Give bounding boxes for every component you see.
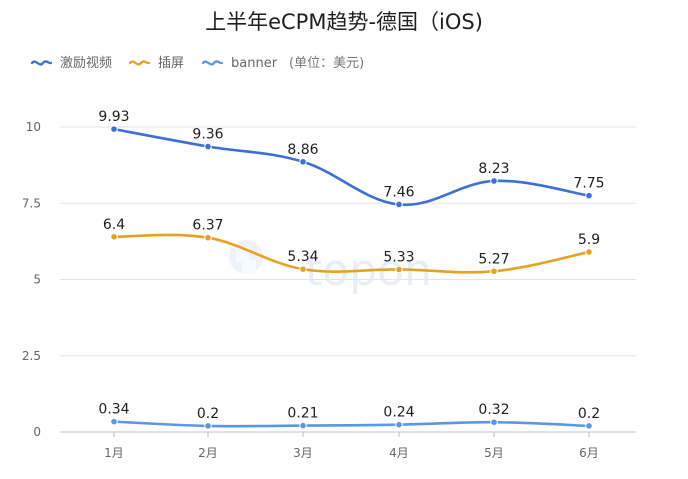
data-point-banner-3[interactable] (395, 420, 403, 429)
x-tick-label-2: 3月 (293, 446, 313, 460)
data-point-incentive-video-1[interactable] (204, 142, 212, 151)
series-line-interstitial (112, 233, 591, 274)
chart-grid (60, 126, 636, 357)
data-label-banner-3: 0.24 (383, 405, 414, 421)
series-line-banner (112, 420, 591, 428)
legend-interstitial-icon (128, 60, 151, 66)
x-axis: 1月 2月 3月 4月 5月 6月 (60, 431, 636, 460)
data-point-banner-5[interactable] (585, 422, 593, 430)
legend-banner-label: banner (231, 56, 278, 71)
data-point-banner-4[interactable] (490, 418, 498, 427)
data-point-incentive-video-5[interactable] (585, 191, 593, 200)
x-tick-label-5: 6月 (579, 446, 599, 460)
data-label-interstitial-4: 5.27 (478, 251, 509, 267)
data-point-banner-0[interactable] (110, 417, 118, 426)
legend-interstitial-label: 插屏 (158, 56, 184, 71)
unit-note: (单位：美元) (289, 56, 364, 71)
data-point-incentive-video-4[interactable] (490, 177, 498, 185)
data-label-incentive-video-1: 9.36 (192, 127, 223, 143)
legend-banner-icon (201, 60, 224, 66)
legend-item-banner[interactable]: banner (201, 56, 278, 71)
legend-incentive-video-label: 激励视频 (60, 56, 112, 71)
legend-item-incentive-video[interactable]: 激励视频 (30, 56, 112, 71)
y-tick-label-4: 10 (26, 120, 41, 134)
data-label-interstitial-1: 6.37 (192, 218, 223, 234)
data-label-interstitial-0: 6.4 (103, 217, 125, 233)
data-point-interstitial-0[interactable] (110, 233, 118, 241)
y-axis: 0 2.5 5 7.5 10 (22, 120, 41, 439)
x-tick-label-3: 4月 (389, 446, 409, 460)
series-layer (110, 125, 593, 430)
data-labels: 9.93 9.36 8.86 7.46 8.23 7.75 6.4 6.37 5.34 5.33 5… (98, 109, 604, 422)
data-point-incentive-video-2[interactable] (299, 157, 307, 166)
y-tick-label-3: 7.5 (22, 196, 41, 210)
data-label-incentive-video-4: 8.23 (478, 161, 509, 177)
chart-legend: 激励视频 插屏 banner (单位：美元) (30, 56, 364, 71)
data-label-banner-0: 0.34 (98, 402, 129, 418)
data-label-interstitial-5: 5.9 (578, 232, 600, 248)
data-label-banner-4: 0.32 (478, 402, 509, 418)
data-point-incentive-video-3[interactable] (395, 200, 403, 209)
data-point-incentive-video-0[interactable] (110, 125, 118, 133)
x-tick-label-0: 1月 (104, 446, 124, 460)
series-line-incentive-video (112, 127, 591, 207)
data-point-interstitial-2[interactable] (299, 265, 307, 273)
data-label-incentive-video-0: 9.93 (98, 109, 129, 125)
data-label-incentive-video-2: 8.86 (287, 142, 318, 158)
data-point-interstitial-3[interactable] (395, 265, 403, 274)
data-point-banner-1[interactable] (204, 422, 212, 430)
data-label-interstitial-2: 5.34 (287, 249, 318, 265)
data-label-banner-1: 0.2 (197, 406, 219, 422)
data-label-interstitial-3: 5.33 (383, 249, 414, 265)
x-tick-label-1: 2月 (198, 446, 218, 460)
legend-item-interstitial[interactable]: 插屏 (128, 56, 184, 71)
data-point-interstitial-4[interactable] (490, 267, 498, 276)
y-tick-label-2: 5 (33, 273, 41, 287)
data-label-banner-2: 0.21 (287, 406, 318, 422)
data-point-banner-2[interactable] (299, 421, 307, 430)
y-tick-label-1: 2.5 (22, 349, 41, 363)
data-point-interstitial-1[interactable] (204, 233, 212, 242)
x-tick-label-4: 5月 (484, 446, 504, 460)
data-label-incentive-video-5: 7.75 (573, 176, 604, 192)
chart-title: 上半年eCPM趋势-德国（iOS) (205, 10, 483, 34)
data-label-incentive-video-3: 7.46 (383, 184, 414, 200)
data-label-banner-5: 0.2 (578, 406, 600, 422)
y-tick-label-0: 0 (33, 425, 41, 439)
legend-incentive-video-icon (30, 60, 53, 66)
data-point-interstitial-5[interactable] (585, 248, 593, 256)
watermark-mark (236, 247, 256, 274)
